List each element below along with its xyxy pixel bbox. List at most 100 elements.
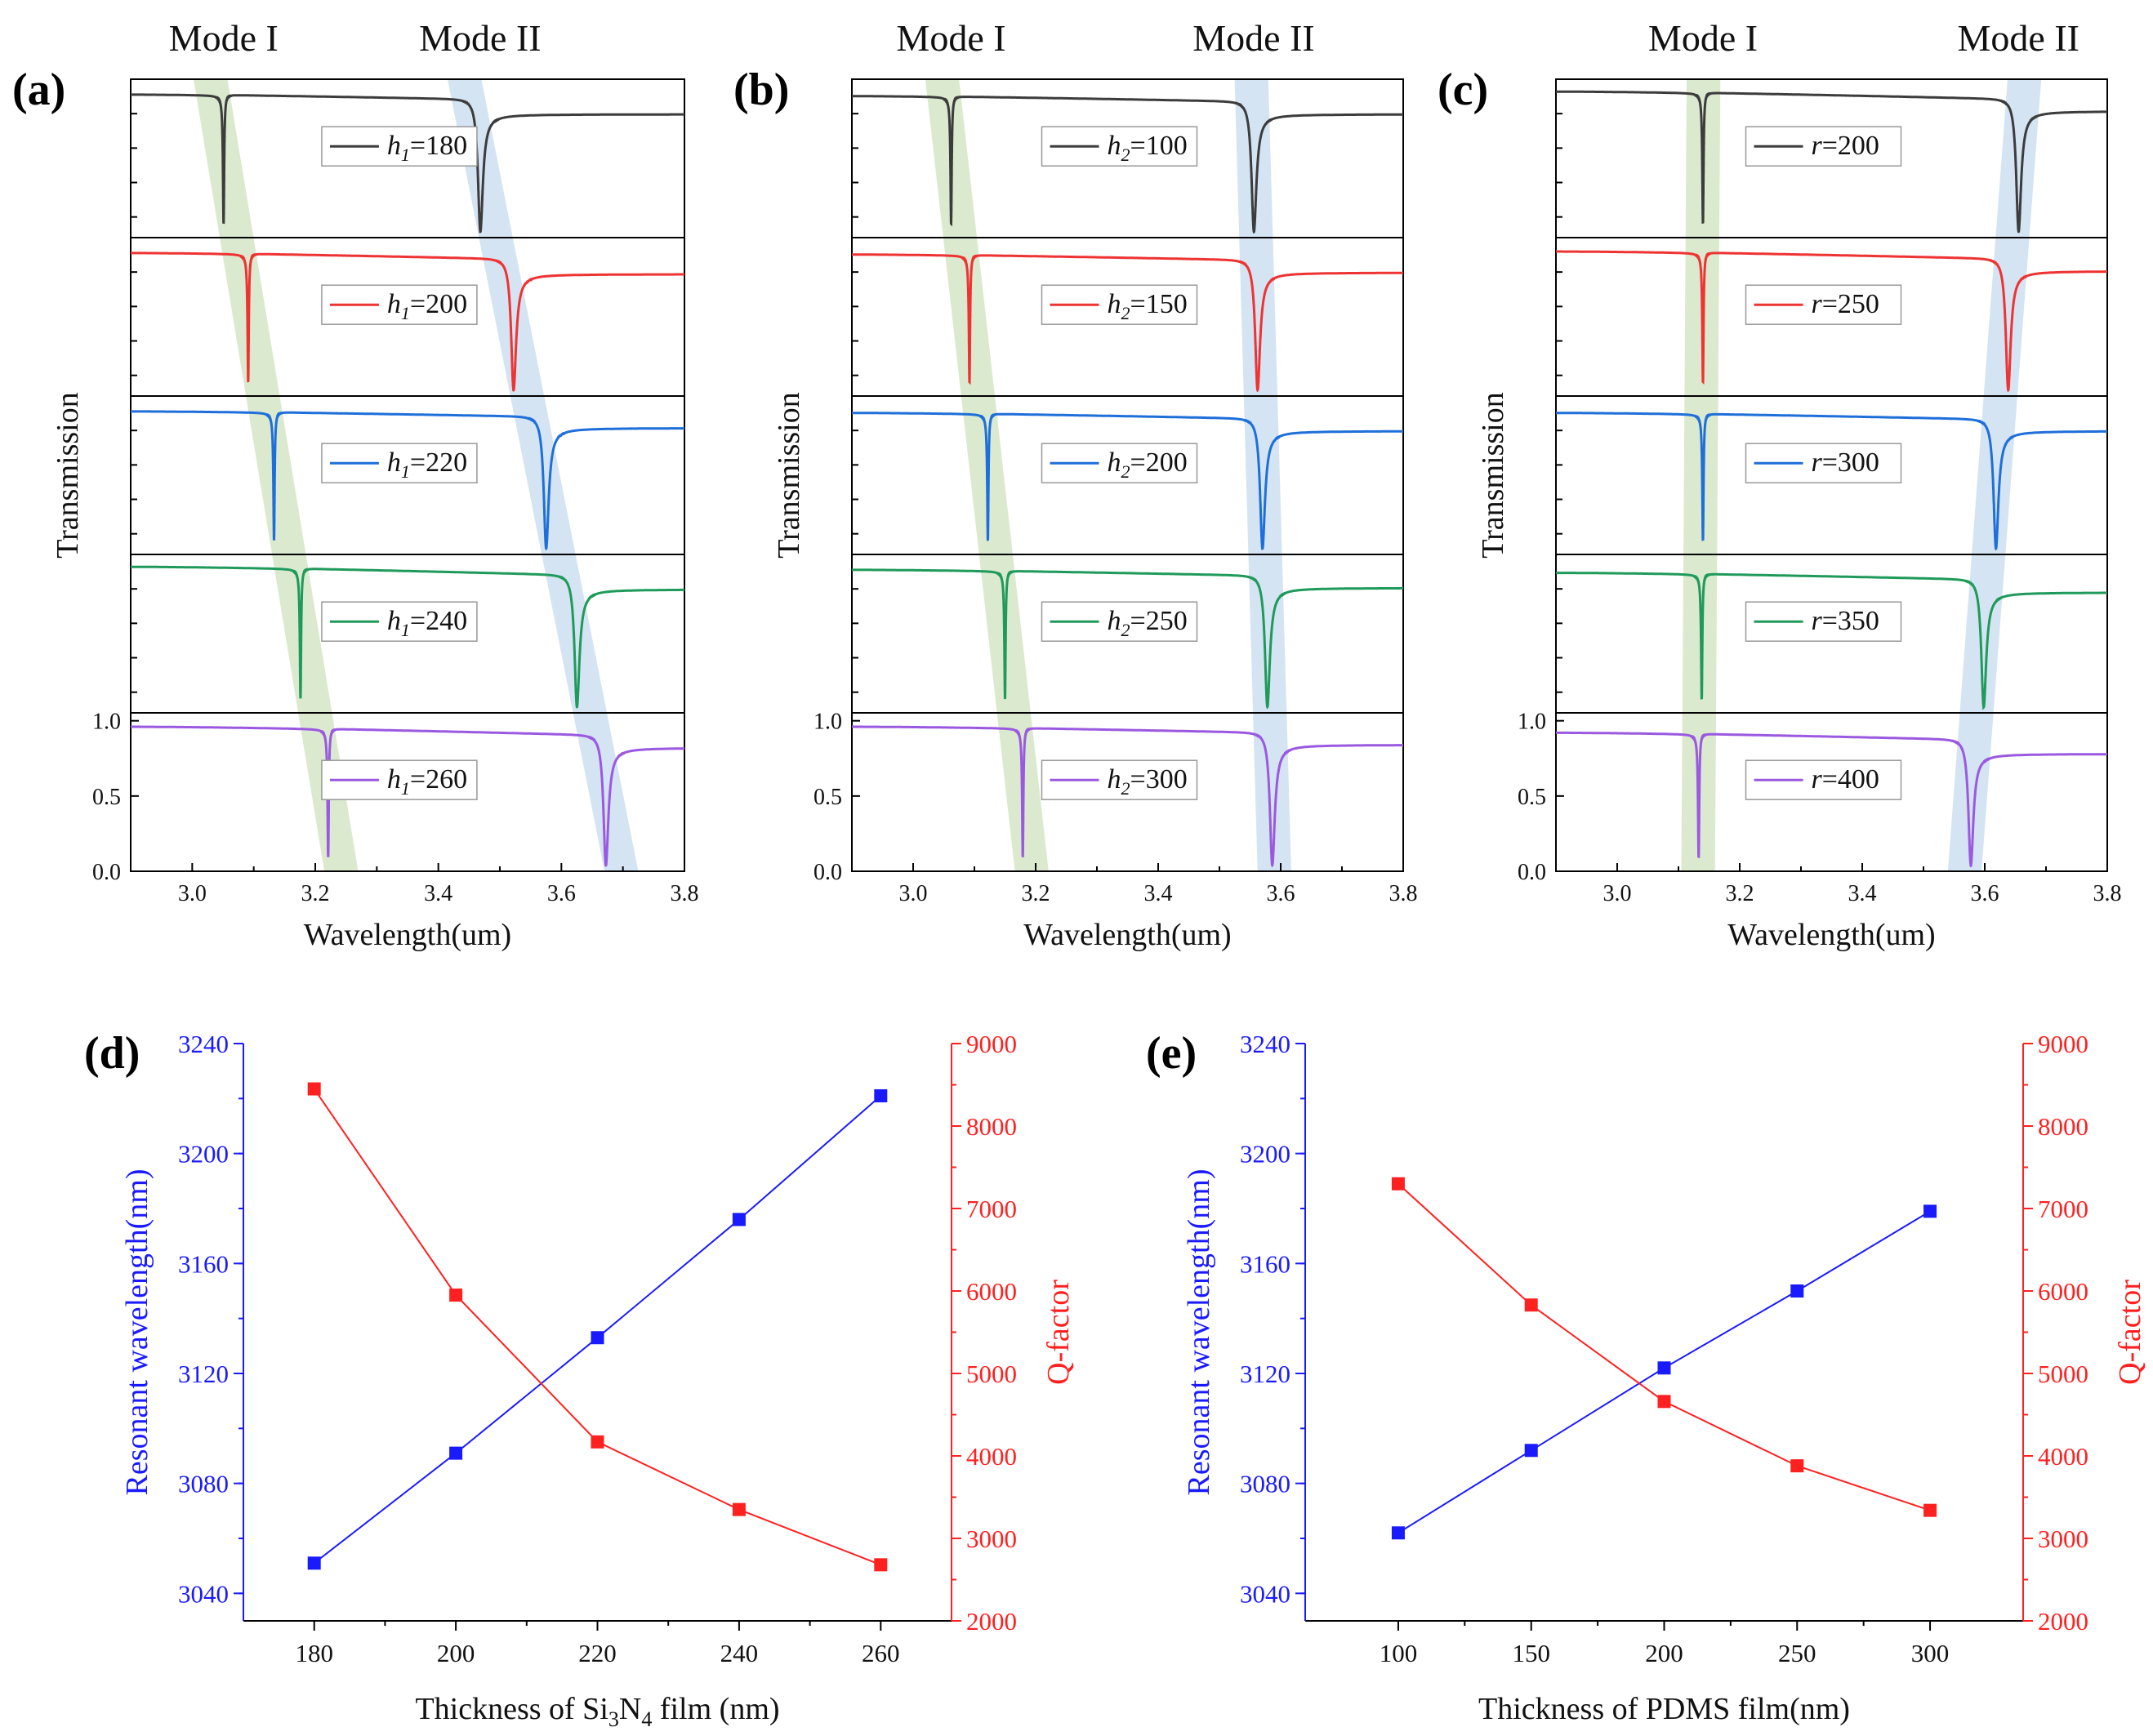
legend-eq: = [1822, 606, 1838, 636]
series-3-curve [1556, 572, 2107, 710]
series-0-line [314, 1095, 881, 1565]
right-y-axis-label: Q-factor [1041, 1280, 1076, 1385]
series-0-curve [852, 95, 1403, 234]
panel-label: (a) [12, 65, 65, 115]
series-1-curve [1556, 250, 2107, 393]
legend-text: r=250 [1812, 289, 1879, 319]
series-1-point [874, 1558, 888, 1572]
x-tick-label: 3.0 [1603, 881, 1632, 906]
y-tick-label: 1.0 [1518, 710, 1546, 735]
mode1-label: Mode I [169, 17, 279, 59]
left-y-tick-label: 3200 [1240, 1140, 1290, 1168]
series-0-point [1524, 1444, 1538, 1458]
x-axis-label-part: 3 [608, 1707, 619, 1731]
series-1-point [1657, 1395, 1671, 1409]
y-tick-label: 0.0 [814, 860, 842, 885]
series-2-curve [131, 410, 684, 551]
legend-value: 350 [1838, 606, 1879, 636]
legend-text: h2=100 [1108, 131, 1188, 165]
legend-1: r=250 [1745, 284, 1902, 325]
series-3-curve [131, 565, 684, 709]
legend-symbol: h [1108, 606, 1121, 636]
transmission-panel-0: Mode I Mode II(a)h1=180h1=200h1=220h1=240… [12, 17, 699, 952]
legend-text: h1=240 [387, 606, 467, 640]
mode2-label: Mode II [1958, 17, 2079, 59]
x-axis-label: Thickness of Si3N4 film (nm) [415, 1692, 779, 1731]
legend-eq: = [1822, 289, 1838, 319]
y-tick-label: 0.5 [92, 785, 121, 810]
legend-symbol: h [1108, 131, 1121, 161]
x-axis-label: Wavelength(um) [304, 918, 511, 952]
y-axis-label: Transmission [51, 392, 85, 558]
legend-4: h2=300 [1041, 759, 1198, 800]
legend-box [1745, 601, 1902, 642]
legend-eq: = [1130, 131, 1146, 161]
series-2-curve [1556, 412, 2107, 551]
x-axis-label-part: 4 [641, 1707, 652, 1731]
legend-eq: = [410, 131, 426, 161]
right-y-tick-label: 2000 [2038, 1607, 2088, 1636]
x-axis-label: Thickness of PDMS film(nm) [1478, 1692, 1850, 1726]
right-y-tick-label: 3000 [966, 1525, 1017, 1553]
y-tick-label: 1.0 [814, 710, 842, 735]
legend-eq: = [1822, 131, 1838, 161]
legend-eq: = [410, 447, 426, 478]
legend-text: r=350 [1812, 606, 1879, 636]
x-tick-label: 200 [437, 1639, 475, 1667]
left-y-tick-label: 3120 [1240, 1360, 1290, 1388]
x-tick-label: 220 [578, 1639, 617, 1667]
series-1-point [591, 1435, 604, 1449]
legend-sub: 1 [401, 461, 410, 482]
legend-2: h1=220 [321, 443, 478, 483]
x-tick-label: 200 [1645, 1639, 1683, 1667]
x-tick-label: 3.8 [2093, 881, 2122, 906]
legend-value: 250 [1838, 289, 1879, 319]
mode1-label: Mode I [1648, 17, 1758, 59]
series-0-point [591, 1331, 604, 1345]
panel-label: (d) [84, 1028, 140, 1079]
series-1-point [1524, 1298, 1538, 1312]
plot-frame [1555, 78, 2108, 872]
left-y-tick-label: 3120 [178, 1360, 229, 1388]
legend-0: h1=180 [321, 126, 478, 167]
x-tick-label: 3.8 [671, 881, 699, 906]
x-tick-label: 3.0 [178, 881, 207, 906]
legend-symbol: h [387, 447, 401, 478]
right-y-tick-label: 9000 [2038, 1030, 2088, 1058]
x-tick-label: 150 [1512, 1639, 1550, 1667]
x-tick-label: 3.8 [1389, 881, 1418, 906]
legend-symbol: h [387, 764, 401, 795]
right-y-tick-label: 7000 [2038, 1195, 2088, 1223]
x-axis-label-part: Thickness of Si [415, 1692, 608, 1726]
x-tick-label: 260 [862, 1639, 900, 1667]
legend-4: r=400 [1745, 759, 1902, 800]
left-y-tick-label: 3160 [178, 1249, 229, 1278]
legend-sub: 2 [1121, 778, 1130, 799]
series-1-line [1397, 1182, 1931, 1511]
series-4-curve [131, 725, 684, 867]
x-tick-label: 3.2 [1726, 881, 1754, 906]
legend-symbol: h [387, 289, 401, 319]
legend-0: r=200 [1745, 126, 1902, 167]
x-tick-label: 3.6 [1971, 881, 1999, 906]
legend-value: 200 [1838, 131, 1879, 161]
left-y-axis-label: Resonant wavelength(nm) [120, 1169, 154, 1496]
series-0-point [732, 1213, 746, 1226]
plot-frame [851, 78, 1404, 872]
right-y-tick-label: 9000 [966, 1030, 1017, 1058]
legend-value: 250 [1146, 606, 1188, 636]
y-axis-label: Transmission [1476, 392, 1510, 558]
panel-label: (c) [1438, 65, 1488, 115]
legend-symbol: h [1108, 764, 1121, 795]
series-1-point [732, 1502, 746, 1516]
series-0-point [1657, 1361, 1671, 1375]
legend-3: h1=240 [321, 601, 478, 642]
series-1-point [1391, 1177, 1405, 1191]
legend-eq: = [1130, 289, 1146, 319]
x-axis-label: Wavelength(um) [1727, 918, 1935, 952]
x-tick-label: 250 [1778, 1639, 1816, 1667]
legend-text: h2=150 [1108, 289, 1188, 323]
legend-value: 240 [426, 606, 467, 636]
series-0-point [307, 1556, 321, 1570]
